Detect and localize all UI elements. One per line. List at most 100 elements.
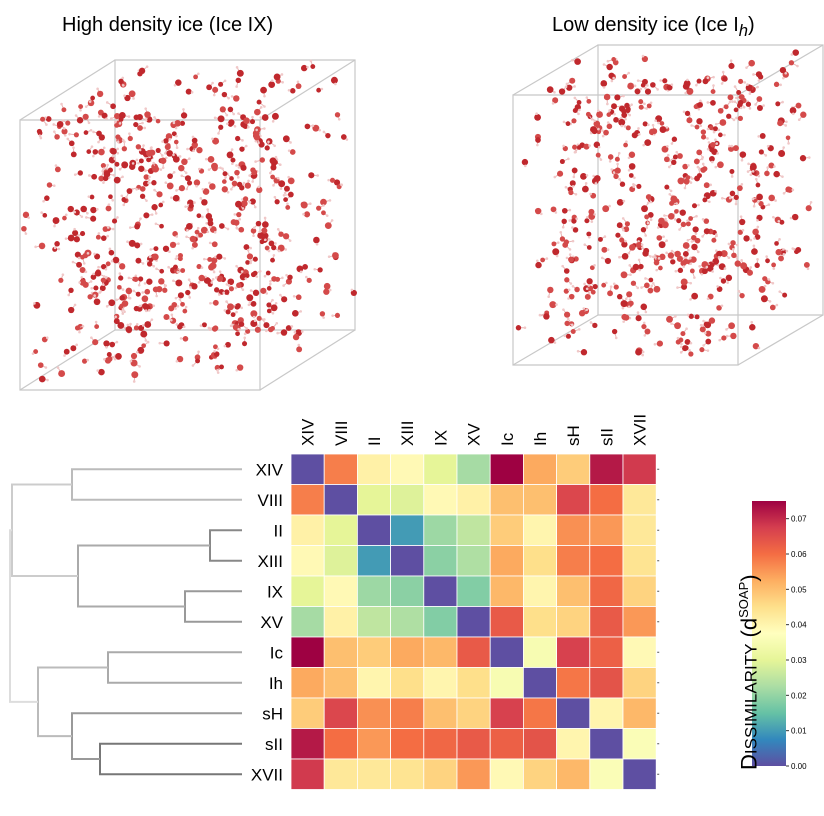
heatmap-cell-sII-sII: [589, 728, 624, 760]
heatmap-cell-XIV-Ih: [523, 453, 558, 485]
y-label-VIII: VIII: [257, 491, 283, 510]
heatmap-cell-VIII-sH: [556, 484, 591, 516]
heatmap-cell-VIII-II: [356, 484, 391, 516]
heatmap-cell-Ih-sII: [589, 667, 624, 699]
heatmap-cell-IX-XIII: [390, 575, 425, 607]
heatmap-cell-II-XV: [456, 514, 491, 546]
heatmap-cell-VIII-XV: [456, 484, 491, 516]
heatmap-cell-XVII-XIV: [290, 758, 325, 790]
y-label-XVII: XVII: [251, 765, 283, 784]
heatmap-cell-sII-II: [356, 728, 391, 760]
heatmap-cell-Ic-Ic: [489, 636, 524, 668]
dendrogram: [9, 468, 242, 776]
y-label-Ih: Ih: [269, 674, 283, 693]
dendrogram-link: [11, 483, 78, 577]
heatmap-cell-XIV-IX: [423, 453, 458, 485]
x-label-VIII: VIII: [332, 420, 351, 446]
heatmap-cell-sH-II: [356, 697, 391, 729]
heatmap-cell-XVII-Ic: [489, 758, 524, 790]
heatmap-cell-XV-VIII: [323, 606, 358, 638]
heatmap-cell-XVII-sII: [589, 758, 624, 790]
heatmap-cell-II-Ic: [489, 514, 524, 546]
heatmap-cell-sH-XV: [456, 697, 491, 729]
heatmap-cell-Ih-sH: [556, 667, 591, 699]
colorbar-tick-label: 0.06: [791, 550, 807, 559]
colorbar-tick-label: 0.03: [791, 656, 807, 665]
heatmap-cell-VIII-Ic: [489, 484, 524, 516]
y-label-XIV: XIV: [256, 460, 284, 479]
ice-ix-structure-image: [0, 40, 380, 405]
heatmap-cell-II-II: [356, 514, 391, 546]
x-label-sH: sH: [564, 425, 583, 446]
dendrogram-link: [9, 529, 38, 703]
heatmap-cell-XIII-XVII: [622, 545, 657, 577]
heatmap-cell-XIII-Ih: [523, 545, 558, 577]
x-label-XV: XV: [465, 423, 484, 446]
heatmap-cell-XIII-VIII: [323, 545, 358, 577]
heatmap-cell-XIII-II: [356, 545, 391, 577]
heatmap-cell-XIV-Ic: [489, 453, 524, 485]
heatmap-cell-XIII-Ic: [489, 545, 524, 577]
heatmap-cell-XIV-II: [356, 453, 391, 485]
heatmap-cell-XIV-XV: [456, 453, 491, 485]
panel-title-high-density: High density ice (Ice IX): [62, 14, 274, 36]
title-right-prefix: Low density ice (Ice I: [552, 14, 739, 36]
heatmap-cell-sII-XIII: [390, 728, 425, 760]
heatmap-cell-IX-XVII: [622, 575, 657, 607]
heatmap-cell-sII-XV: [456, 728, 491, 760]
heatmap-cell-Ih-Ih: [523, 667, 558, 699]
heatmap-cell-sH-XIV: [290, 697, 325, 729]
heatmap-cell-XIII-XIII: [390, 545, 425, 577]
colorbar-tick-label: 0.07: [791, 515, 807, 524]
heatmap-cell-XIII-IX: [423, 545, 458, 577]
heatmap-cell-VIII-IX: [423, 484, 458, 516]
heatmap-cell-IX-sII: [589, 575, 624, 607]
colorbar: 0.00 0.01 0.02 0.03 0.04 0.05 0.06 0.07: [752, 501, 807, 771]
heatmap-cell-XIII-sH: [556, 545, 591, 577]
heatmap-cell-Ih-IX: [423, 667, 458, 699]
heatmap-cell-XV-sII: [589, 606, 624, 638]
heatmap-cell-XV-XVII: [622, 606, 657, 638]
heatmap-cell-Ic-XV: [456, 636, 491, 668]
heatmap-cell-XV-XV: [456, 606, 491, 638]
heatmap-cell-XVII-XIII: [390, 758, 425, 790]
colorbar-gradient: [752, 501, 786, 766]
heatmap-cell-XV-XIII: [390, 606, 425, 638]
dendrogram-link: [71, 712, 242, 760]
ice-ih-cube-render: [512, 44, 824, 366]
heatmap-cell-XVII-VIII: [323, 758, 358, 790]
heatmap-cell-Ih-XV: [456, 667, 491, 699]
heatmap-cell-sII-IX: [423, 728, 458, 760]
heatmap-cell-Ic-XIII: [390, 636, 425, 668]
dissimilarity-heatmap: XIV VIII II XIII IX XV Ic Ih sH sII XVII XIVVIIIII…: [9, 414, 807, 790]
heatmap-cell-IX-VIII: [323, 575, 358, 607]
y-label-XIII: XIII: [257, 552, 283, 571]
heatmap-cell-Ih-XIV: [290, 667, 325, 699]
heatmap-cell-VIII-XVII: [622, 484, 657, 516]
heatmap-cell-II-XIII: [390, 514, 425, 546]
heatmap-cell-II-sH: [556, 514, 591, 546]
heatmap-cell-II-IX: [423, 514, 458, 546]
y-label-sII: sII: [265, 735, 283, 754]
heatmap-cell-Ic-II: [356, 636, 391, 668]
heatmap-cell-VIII-sII: [589, 484, 624, 516]
heatmap-cell-Ic-XIV: [290, 636, 325, 668]
colorbar-tick-label: 0.04: [791, 621, 807, 630]
heatmap-cell-Ih-VIII: [323, 667, 358, 699]
heatmap-cell-sH-sII: [589, 697, 624, 729]
heatmap-cell-XVII-II: [356, 758, 391, 790]
y-label-XV: XV: [260, 613, 283, 632]
heatmap-cell-Ic-Ih: [523, 636, 558, 668]
heatmap-cell-sH-sH: [556, 697, 591, 729]
heatmap-cell-IX-IX: [423, 575, 458, 607]
heatmap-cell-Ih-XVII: [622, 667, 657, 699]
heatmap-cell-XVII-sH: [556, 758, 591, 790]
x-label-II: II: [365, 437, 384, 446]
heatmap-cell-Ic-XVII: [622, 636, 657, 668]
colorbar-tick-label: 0.02: [791, 691, 807, 700]
heatmap-cell-sH-XIII: [390, 697, 425, 729]
heatmap-cell-Ic-sII: [589, 636, 624, 668]
ice-ih-structure-image: [505, 40, 824, 390]
heatmap-cell-Ih-Ic: [489, 667, 524, 699]
x-label-XIV: XIV: [299, 418, 318, 446]
